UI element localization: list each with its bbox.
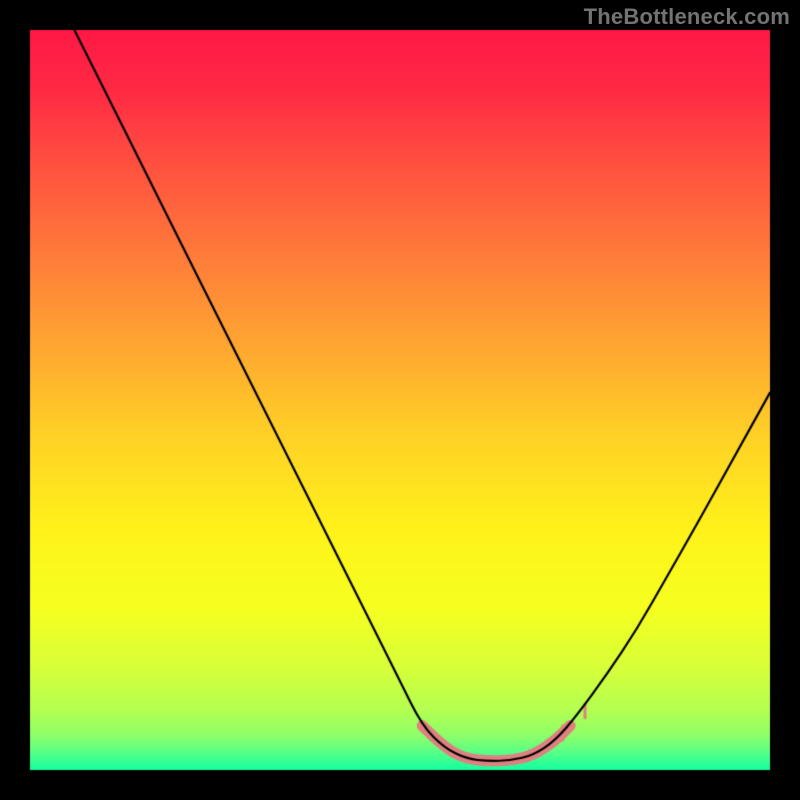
watermark-label: TheBottleneck.com bbox=[584, 4, 790, 30]
bottleneck-chart bbox=[0, 0, 800, 800]
